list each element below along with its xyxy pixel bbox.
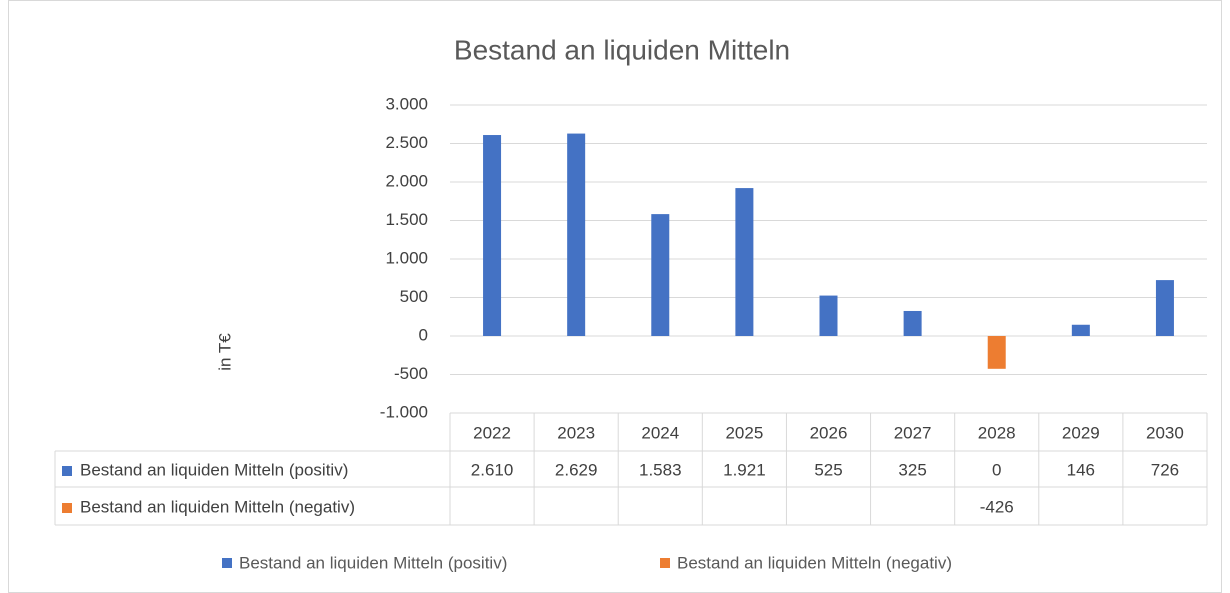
bar (567, 133, 586, 336)
table-value: 146 (1067, 460, 1095, 479)
chart-title: Bestand an liquiden Mitteln (454, 34, 790, 65)
table-value: 1.921 (723, 460, 766, 479)
x-tick-label: 2023 (557, 423, 595, 442)
table-value: -426 (980, 497, 1014, 516)
x-tick-label: 2030 (1146, 423, 1184, 442)
x-tick-label: 2026 (810, 423, 848, 442)
table-legend-key (62, 466, 72, 476)
bar (987, 336, 1006, 369)
y-tick-label: 500 (400, 287, 428, 306)
legend-label: Bestand an liquiden Mitteln (negativ) (677, 553, 952, 572)
x-tick-label: 2022 (473, 423, 511, 442)
bar (819, 295, 838, 336)
table-value: 325 (898, 460, 926, 479)
table-value: 525 (814, 460, 842, 479)
table-value: 726 (1151, 460, 1179, 479)
bar (483, 135, 502, 336)
table-series-name: Bestand an liquiden Mitteln (positiv) (80, 460, 348, 479)
x-tick-label: 2024 (641, 423, 679, 442)
x-tick-label: 2028 (978, 423, 1016, 442)
bar (1155, 280, 1174, 336)
y-tick-label: 3.000 (385, 94, 428, 113)
table-value: 2.610 (471, 460, 514, 479)
bar (1071, 324, 1090, 336)
table-value: 2.629 (555, 460, 598, 479)
bar (903, 310, 922, 336)
x-tick-label: 2029 (1062, 423, 1100, 442)
bar (651, 214, 670, 336)
chart-border (8, 0, 1222, 593)
y-tick-label: 1.000 (385, 248, 428, 267)
y-tick-label: -500 (394, 364, 428, 383)
y-tick-label: -1.000 (380, 402, 428, 421)
x-tick-label: 2027 (894, 423, 932, 442)
y-tick-label: 1.500 (385, 210, 428, 229)
y-axis-label: in T€ (215, 333, 234, 371)
y-tick-label: 0 (419, 325, 428, 344)
bar (735, 188, 754, 336)
table-series-name: Bestand an liquiden Mitteln (negativ) (80, 497, 355, 516)
legend-key (222, 558, 232, 568)
table-value: 0 (992, 460, 1001, 479)
legend-label: Bestand an liquiden Mitteln (positiv) (239, 553, 507, 572)
table-value: 1.583 (639, 460, 682, 479)
table-legend-key (62, 503, 72, 513)
legend-key (660, 558, 670, 568)
x-tick-label: 2025 (725, 423, 763, 442)
y-tick-label: 2.000 (385, 171, 428, 190)
y-tick-label: 2.500 (385, 133, 428, 152)
